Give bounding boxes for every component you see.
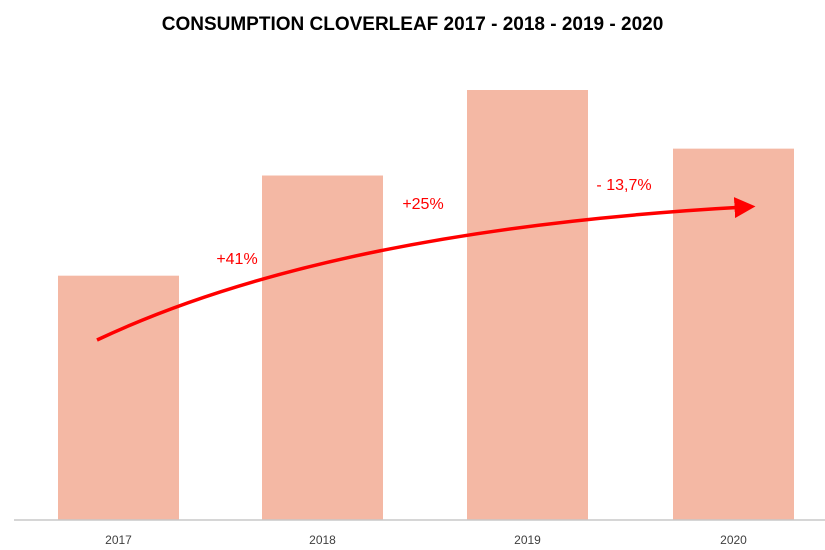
x-tick-label: 2018 <box>309 533 336 547</box>
annotation-2019-growth: +25% <box>402 196 443 213</box>
annotation-2020-change: - 13,7% <box>596 177 651 194</box>
bar-2017 <box>58 275 179 520</box>
x-tick-label: 2019 <box>514 533 541 547</box>
x-tick-label: 2020 <box>720 533 747 547</box>
bar-2018 <box>262 175 383 521</box>
chart-title: CONSUMPTION CLOVERLEAF 2017 - 2018 - 201… <box>161 14 664 35</box>
trend-arrow <box>96 197 756 342</box>
annotation-2018-growth: +41% <box>216 251 257 268</box>
bar-2020 <box>673 148 794 521</box>
bar-2019 <box>467 90 588 520</box>
x-tick-label: 2017 <box>105 533 132 547</box>
